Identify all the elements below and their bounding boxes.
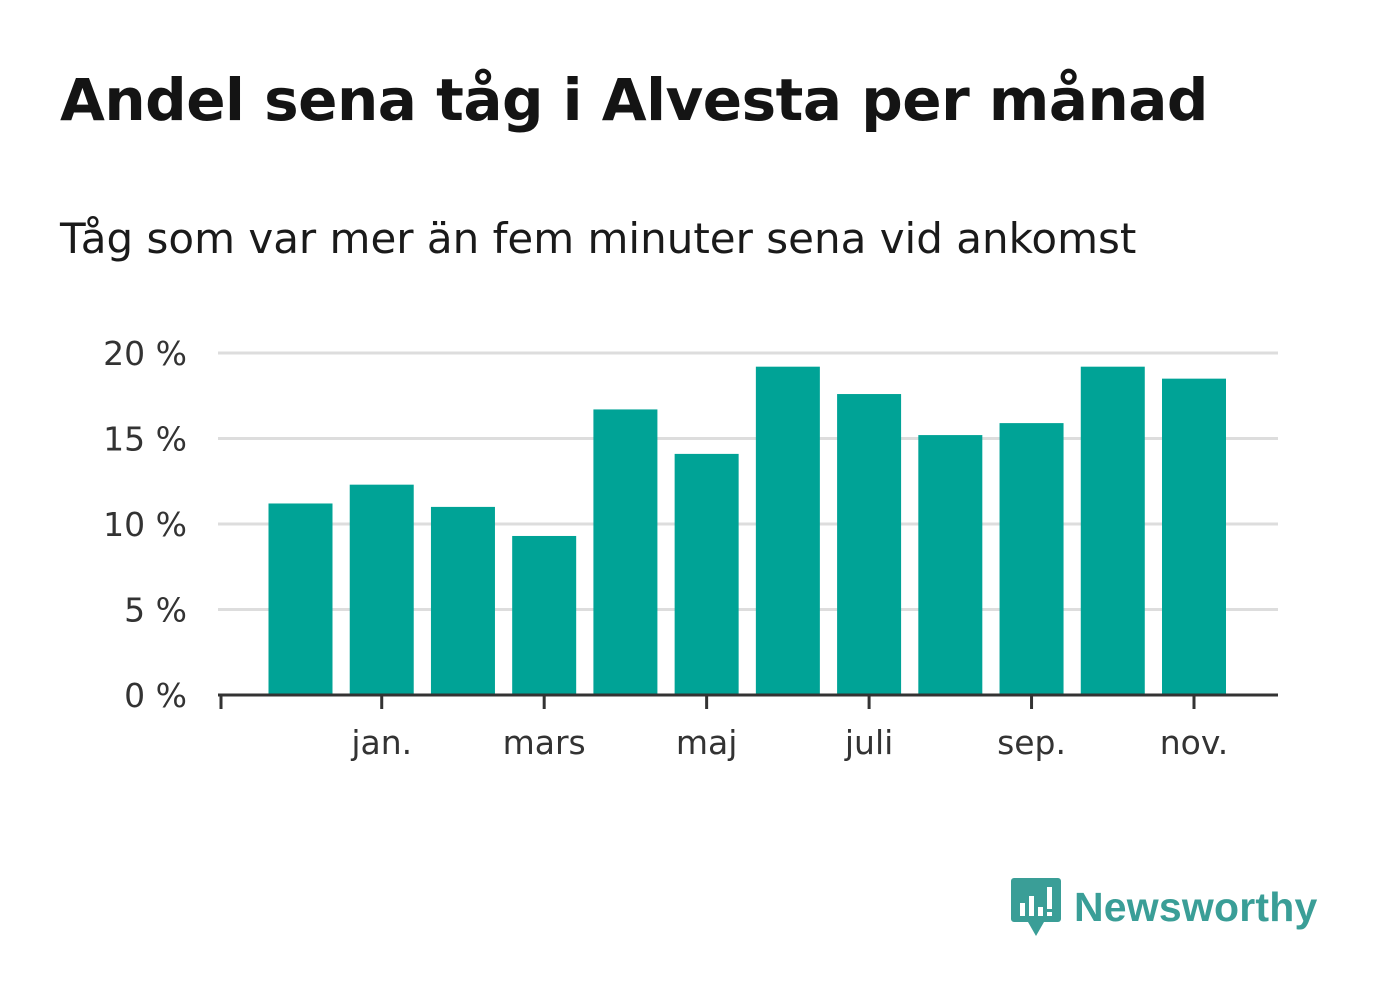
bar-juni: juni: 19.2 %: [755, 366, 820, 695]
y-tick-label: 20 %: [103, 334, 187, 373]
x-tick-label: juli: [844, 723, 893, 762]
bar-dec: dec.: 11.2 %: [268, 503, 333, 695]
brand-logo: Newsworthy: [1010, 876, 1318, 938]
chart-title: Andel sena tåg i Alvesta per månad: [60, 66, 1208, 134]
brand-name: Newsworthy: [1074, 883, 1318, 930]
x-tick-label: nov.: [1160, 723, 1229, 762]
bar-mars: mars: 9.3 %: [512, 535, 577, 695]
bars: dec.: 11.2 %jan.: 12.3 %feb.: 11 % mars: …: [268, 366, 1226, 695]
bar-nov: nov.: 18.5 %: [1162, 378, 1226, 695]
x-tick-label: maj: [676, 723, 738, 762]
x-axis: jan. mars maj juli sep. nov.: [218, 693, 1278, 762]
bar-feb: feb.: 11 %: [430, 506, 495, 695]
x-tick-label: mars: [503, 723, 586, 762]
bar-apr: apr.: 16.7 %: [593, 409, 658, 695]
x-tick-label: sep.: [997, 723, 1066, 762]
x-tick-label: jan.: [350, 723, 412, 762]
newsworthy-logo-icon: [1011, 878, 1061, 936]
bar-sep: sep.: 15.9 %: [999, 423, 1064, 695]
y-tick-label: 5 %: [124, 591, 187, 630]
bar-okt: okt.: 19.2 %: [1080, 366, 1145, 695]
y-tick-label: 15 %: [103, 420, 187, 459]
bar-aug: aug.: 15.2 %: [918, 435, 983, 695]
bar-jan: jan.: 12.3 %: [349, 484, 414, 695]
bar-juli: juli: 17.6 %: [837, 394, 902, 695]
y-tick-label: 0 %: [124, 676, 187, 715]
bar-maj: maj: 14.1 %: [674, 453, 739, 695]
y-tick-label: 10 %: [103, 505, 187, 544]
chart-subtitle: Tåg som var mer än fem minuter sena vid …: [60, 214, 1137, 263]
y-axis-labels: 0 % 5 % 10 % 15 % 20 %: [103, 334, 187, 715]
